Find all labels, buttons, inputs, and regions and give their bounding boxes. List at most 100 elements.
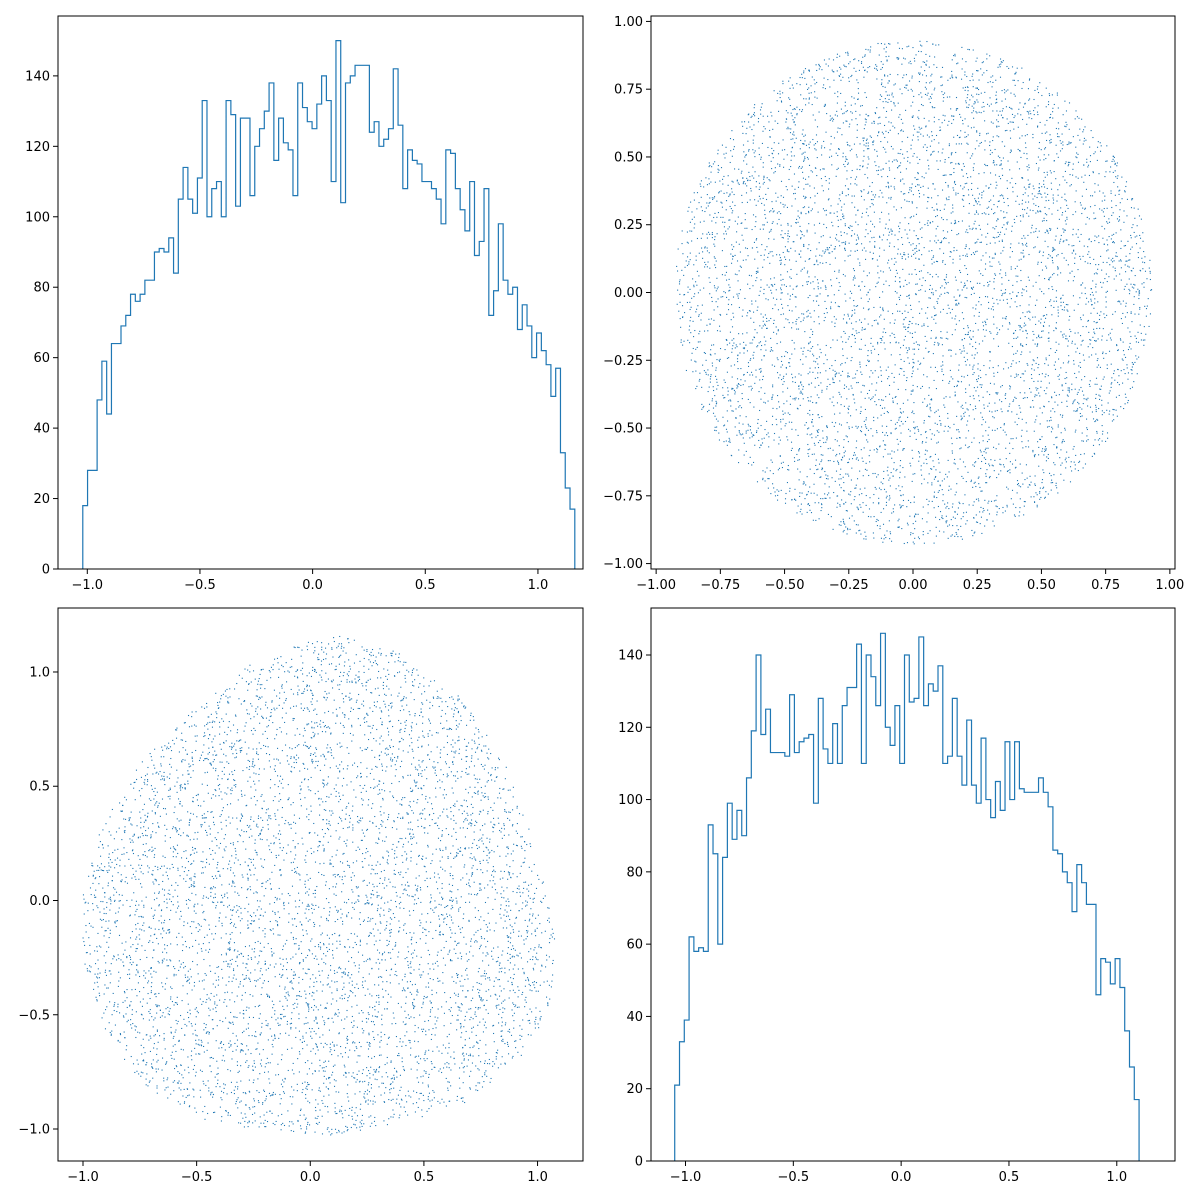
- scatter-point: [819, 348, 821, 350]
- scatter-point: [1076, 116, 1078, 118]
- scatter-point: [1137, 331, 1139, 333]
- scatter-point: [1124, 285, 1126, 288]
- scatter-point: [968, 504, 970, 506]
- scatter-point: [954, 219, 956, 222]
- scatter-point: [939, 129, 942, 131]
- scatter-point: [1002, 108, 1004, 110]
- scatter-point: [1036, 111, 1039, 113]
- scatter-point: [961, 339, 963, 341]
- scatter-point: [891, 258, 893, 260]
- scatter-point: [814, 377, 816, 379]
- scatter-point: [1033, 333, 1035, 335]
- scatter-point: [821, 416, 823, 418]
- scatter-point: [1018, 203, 1020, 205]
- scatter-point: [1081, 212, 1083, 215]
- scatter-point: [727, 390, 729, 392]
- scatter-point: [956, 533, 958, 535]
- scatter-point: [963, 350, 965, 352]
- scatter-point: [902, 153, 904, 155]
- scatter-point: [881, 339, 883, 341]
- scatter-point: [929, 96, 931, 98]
- scatter-point: [713, 309, 715, 311]
- scatter-point: [928, 66, 930, 68]
- scatter-point: [1040, 193, 1042, 195]
- scatter-point: [929, 101, 931, 104]
- scatter-point: [862, 511, 864, 513]
- scatter-point: [891, 372, 893, 374]
- scatter-point: [1013, 332, 1015, 334]
- scatter-point: [777, 359, 779, 361]
- scatter-point: [958, 143, 960, 145]
- scatter-point: [1011, 113, 1014, 115]
- scatter-point: [863, 128, 865, 130]
- scatter-point: [1112, 313, 1114, 315]
- scatter-point: [943, 478, 945, 480]
- scatter-point: [987, 434, 989, 436]
- scatter-point: [997, 332, 999, 334]
- scatter-point: [735, 241, 737, 243]
- scatter-point: [981, 194, 983, 196]
- scatter-point: [1064, 429, 1066, 431]
- scatter-point: [964, 136, 966, 138]
- scatter-point: [1001, 194, 1003, 196]
- scatter-point: [850, 250, 852, 252]
- scatter-point: [867, 350, 869, 352]
- scatter-point: [771, 284, 773, 286]
- scatter-point: [748, 386, 750, 388]
- scatter-point: [880, 314, 882, 316]
- scatter-point: [840, 478, 842, 480]
- scatter-point: [1125, 185, 1127, 188]
- scatter-point: [1000, 61, 1002, 63]
- scatter-point: [939, 160, 941, 162]
- scatter-point: [748, 171, 750, 173]
- scatter-point: [718, 432, 720, 434]
- scatter-point: [792, 381, 794, 383]
- scatter-point: [782, 139, 784, 141]
- scatter-point: [1084, 126, 1086, 128]
- scatter-point: [903, 319, 905, 321]
- scatter-point: [808, 70, 810, 72]
- scatter-point: [972, 252, 975, 254]
- scatter-point: [931, 258, 933, 260]
- scatter-point: [718, 439, 720, 441]
- scatter-point: [933, 139, 935, 141]
- scatter-point: [963, 205, 965, 207]
- scatter-point: [809, 341, 811, 343]
- scatter-point: [765, 193, 767, 195]
- scatter-point: [986, 165, 989, 167]
- scatter-point: [1103, 313, 1105, 315]
- scatter-point: [950, 152, 952, 154]
- scatter-point: [778, 467, 781, 469]
- scatter-point: [1014, 459, 1017, 461]
- scatter-point: [1135, 291, 1137, 293]
- scatter-point: [1037, 441, 1039, 443]
- scatter-point: [831, 421, 833, 423]
- scatter-point: [752, 339, 754, 341]
- scatter-point: [728, 400, 730, 402]
- scatter-point: [764, 323, 766, 325]
- scatter-point: [771, 461, 773, 463]
- scatter-point: [1138, 215, 1141, 217]
- scatter-point: [780, 428, 782, 430]
- scatter-point: [968, 446, 970, 448]
- scatter-point: [762, 115, 764, 117]
- scatter-point: [1015, 352, 1017, 354]
- scatter-point: [771, 397, 773, 399]
- scatter-point: [1120, 279, 1122, 281]
- scatter-point: [992, 236, 994, 238]
- scatter-point: [870, 350, 872, 352]
- scatter-point: [831, 69, 833, 71]
- scatter-point: [985, 324, 987, 326]
- scatter-point: [942, 174, 944, 176]
- scatter-point: [898, 165, 900, 167]
- scatter-point: [879, 296, 881, 298]
- scatter-point: [1126, 367, 1128, 369]
- scatter-point: [936, 261, 939, 263]
- scatter-point: [711, 220, 713, 222]
- scatter-point: [1120, 370, 1122, 372]
- scatter-point: [925, 172, 927, 174]
- scatter-point: [737, 368, 739, 370]
- scatter-point: [939, 287, 942, 289]
- scatter-point: [930, 398, 933, 400]
- scatter-point: [883, 249, 885, 251]
